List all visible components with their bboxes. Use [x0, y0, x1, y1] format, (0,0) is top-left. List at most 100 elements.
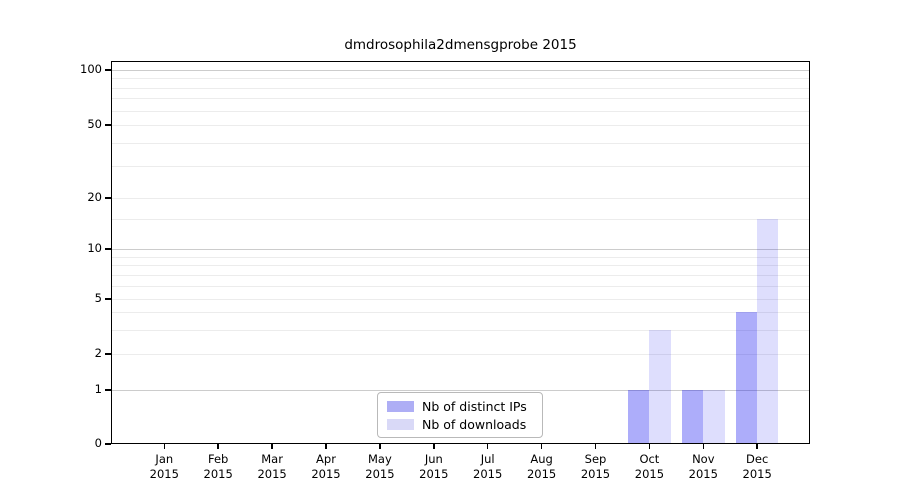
x-tick-year: 2015 — [634, 466, 665, 481]
x-tick-year: 2015 — [526, 466, 557, 481]
x-tick-year: 2015 — [203, 466, 233, 481]
minor-gridline — [111, 312, 810, 314]
bar-distinct-ips — [735, 312, 758, 444]
y-tick-mark — [105, 298, 111, 300]
x-tick-mark — [379, 444, 381, 449]
x-tick-mark — [271, 444, 273, 449]
major-gridline — [111, 70, 810, 71]
y-tick-label: 50 — [87, 117, 102, 131]
legend-swatch — [387, 418, 414, 430]
x-tick-label: Jan 2015 — [136, 452, 192, 481]
minor-gridline — [111, 285, 810, 287]
plot-area — [111, 61, 810, 444]
legend-entry: Nb of downloads — [387, 417, 533, 432]
x-tick-month: May — [368, 452, 392, 466]
x-tick-mark — [540, 444, 543, 449]
x-tick-month: Aug — [530, 452, 553, 466]
bar-distinct-ips — [628, 390, 650, 444]
minor-gridline — [111, 125, 810, 126]
y-tick-mark — [105, 69, 111, 71]
chart-title: dmdrosophila2dmensgprobe 2015 — [344, 37, 577, 53]
x-tick-year: 2015 — [149, 466, 179, 481]
y-tick-mark — [105, 353, 111, 355]
minor-gridline — [111, 165, 810, 167]
x-tick-month: Jul — [480, 452, 495, 466]
y-tick-label: 100 — [80, 62, 102, 76]
x-tick-year: 2015 — [580, 466, 611, 481]
legend-label: Nb of distinct IPs — [422, 398, 527, 414]
x-tick-month: Feb — [208, 452, 229, 466]
major-gridline — [111, 249, 810, 250]
x-tick-month: Dec — [746, 452, 769, 466]
minor-gridline — [111, 329, 810, 331]
minor-gridline — [111, 142, 810, 144]
bar-downloads — [703, 390, 725, 444]
x-tick-year: 2015 — [419, 466, 449, 481]
minor-gridline — [111, 78, 810, 80]
x-tick-month: Nov — [692, 452, 715, 466]
x-tick-label: Sep 2015 — [568, 452, 624, 481]
legend-swatch — [387, 400, 414, 412]
x-tick-label: Aug 2015 — [514, 452, 570, 481]
minor-gridline — [111, 198, 810, 199]
bar-downloads — [757, 219, 779, 444]
y-tick-mark — [105, 443, 111, 445]
y-tick-label: 0 — [94, 436, 102, 450]
x-tick-label: Nov 2015 — [675, 452, 731, 481]
x-tick-label: May 2015 — [352, 452, 408, 481]
x-tick-year: 2015 — [742, 466, 772, 481]
x-tick-mark — [594, 444, 597, 449]
x-tick-year: 2015 — [257, 466, 287, 481]
x-tick-mark — [217, 444, 219, 449]
minor-gridline — [111, 299, 810, 300]
x-tick-month: Mar — [261, 452, 283, 466]
y-tick-label: 2 — [94, 346, 102, 360]
x-tick-month: Oct — [639, 452, 660, 466]
minor-gridline — [111, 256, 810, 258]
x-tick-month: Apr — [316, 452, 336, 466]
x-tick-mark — [486, 444, 489, 449]
x-tick-month: Jan — [155, 452, 174, 466]
y-tick-mark — [105, 124, 111, 126]
bar-distinct-ips — [682, 390, 704, 444]
legend: Nb of distinct IPs Nb of downloads — [377, 392, 543, 438]
legend-label: Nb of downloads — [422, 416, 527, 432]
major-gridline — [111, 390, 810, 391]
x-tick-month: Jun — [424, 452, 443, 466]
y-tick-mark — [105, 197, 111, 199]
x-tick-month: Sep — [584, 452, 607, 466]
x-tick-year: 2015 — [311, 466, 341, 481]
y-tick-label: 1 — [94, 382, 102, 396]
minor-gridline — [111, 87, 810, 89]
y-tick-label: 5 — [94, 291, 102, 305]
legend-entry: Nb of distinct IPs — [387, 399, 533, 414]
minor-gridline — [111, 110, 810, 112]
y-tick-mark — [105, 248, 111, 250]
y-tick-mark — [105, 389, 111, 391]
x-tick-mark — [433, 444, 435, 449]
minor-gridline — [111, 354, 810, 355]
x-tick-mark — [756, 444, 758, 449]
x-tick-mark — [325, 444, 327, 449]
x-tick-label: Jun 2015 — [406, 452, 462, 481]
minor-gridline — [111, 219, 810, 221]
x-tick-label: Jul 2015 — [460, 452, 516, 481]
x-tick-label: Mar 2015 — [244, 452, 300, 481]
x-tick-mark — [648, 444, 651, 449]
minor-gridline — [111, 265, 810, 267]
x-tick-label: Apr 2015 — [298, 452, 354, 481]
x-tick-label: Dec 2015 — [729, 452, 785, 481]
x-tick-mark — [163, 444, 166, 449]
y-tick-label: 20 — [87, 190, 102, 204]
x-tick-year: 2015 — [688, 466, 718, 481]
minor-gridline — [111, 98, 810, 100]
bar-downloads — [649, 329, 671, 444]
minor-gridline — [111, 274, 810, 276]
x-tick-mark — [702, 444, 705, 449]
x-tick-year: 2015 — [365, 466, 395, 481]
x-tick-label: Feb 2015 — [190, 452, 246, 481]
x-tick-year: 2015 — [473, 466, 503, 481]
x-tick-label: Oct 2015 — [621, 452, 677, 481]
y-tick-label: 10 — [87, 241, 102, 255]
